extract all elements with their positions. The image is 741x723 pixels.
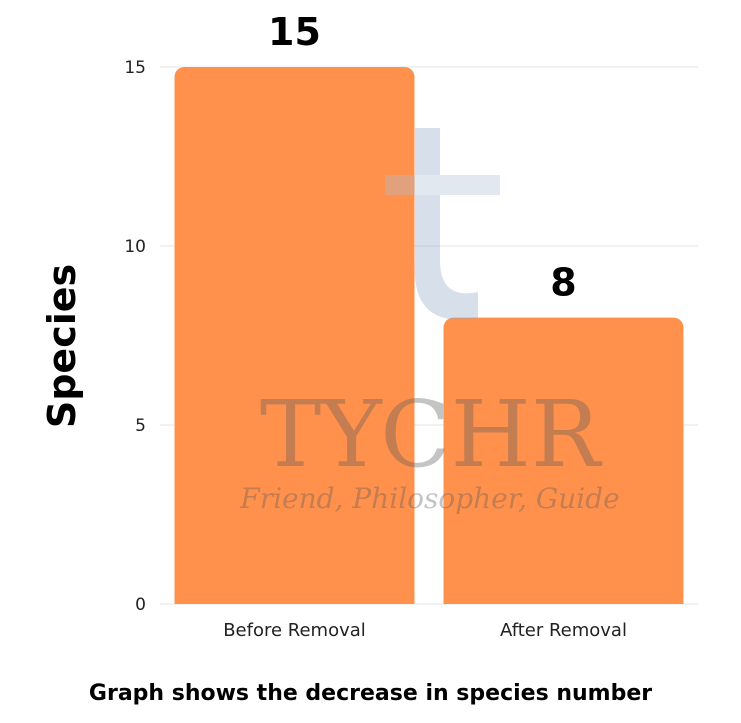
y-tick-label: 10: [124, 237, 146, 257]
bar: [174, 67, 415, 604]
category-labels: Before Removal After Removal: [223, 620, 627, 641]
x-category-label: After Removal: [500, 620, 627, 641]
watermark-logo-cross-icon: [385, 175, 500, 195]
x-category-label: Before Removal: [223, 620, 366, 641]
bar-value-label: 15: [268, 10, 321, 54]
watermark-brand: TYCHR: [260, 381, 603, 488]
chart-caption: Graph shows the decrease in species numb…: [88, 681, 653, 706]
bar-value-label: 8: [550, 261, 576, 305]
y-tick-label: 5: [135, 416, 146, 436]
watermark-logo-icon: [414, 128, 478, 320]
watermark-tagline: Friend, Philosopher, Guide: [239, 482, 619, 515]
data-labels: 15 8: [268, 10, 577, 305]
y-axis-title: Species: [40, 264, 84, 428]
y-axis-ticks: 0 5 10 15: [124, 58, 146, 615]
bars: [174, 67, 684, 604]
bar-base: [174, 592, 415, 604]
y-tick-label: 0: [135, 595, 146, 615]
y-tick-label: 15: [124, 58, 146, 78]
watermark: TYCHR Friend, Philosopher, Guide: [239, 128, 620, 515]
bar-base: [443, 592, 684, 604]
bar: [443, 317, 684, 604]
